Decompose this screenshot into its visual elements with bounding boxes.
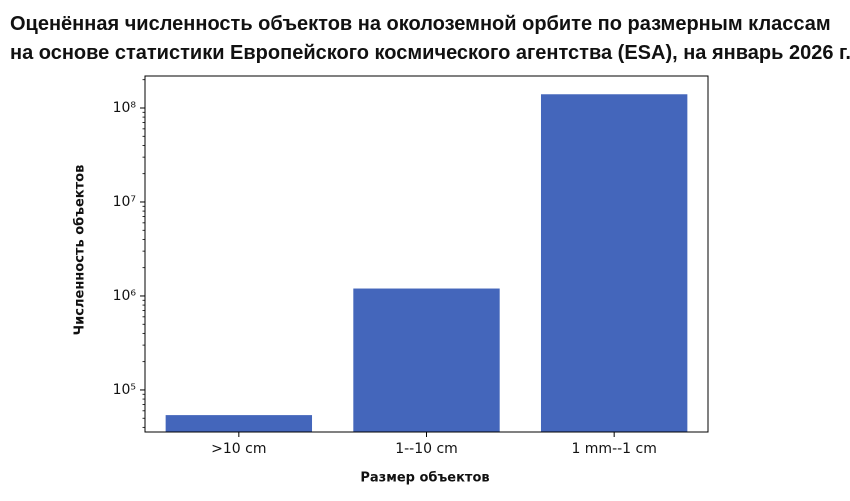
bar [540, 94, 688, 433]
plot-frame [144, 75, 709, 433]
y-tick-label: 10⁷ [113, 194, 136, 210]
y-tick-label: 10⁵ [113, 382, 136, 398]
x-axis-label: Размер объектов [360, 471, 489, 486]
bar [165, 415, 313, 432]
y-tick-label: 10⁶ [113, 288, 137, 304]
x-tick-label: >10 cm [211, 441, 266, 457]
x-tick-label: 1--10 cm [395, 441, 458, 457]
bar [353, 288, 500, 432]
x-tick-label: 1 mm--1 cm [571, 441, 656, 457]
y-tick-label: 10⁸ [113, 100, 137, 116]
chart-title: Оценённая численность объектов на околоз… [10, 13, 831, 35]
chart-title: на основе статистики Европейского космич… [10, 42, 850, 64]
y-axis-label: Численность объектов [73, 165, 88, 336]
